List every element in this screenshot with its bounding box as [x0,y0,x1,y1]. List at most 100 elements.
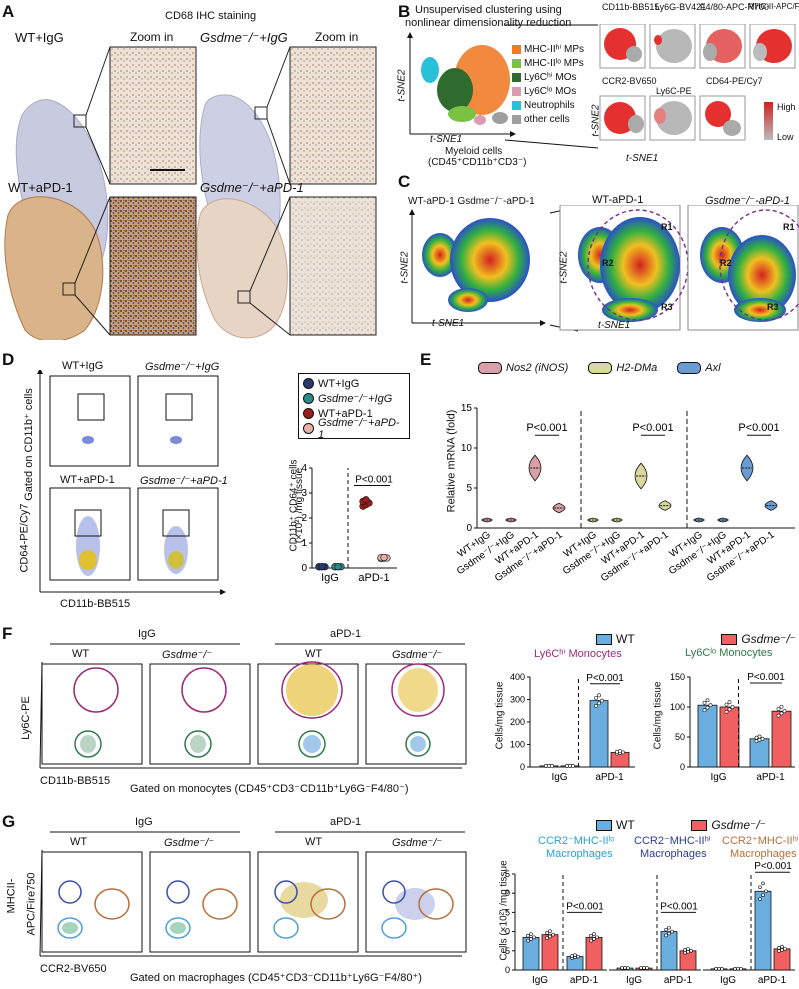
g-gsdme-1: Gsdme⁻/⁻ [164,837,215,849]
c-yaxis-2: t-SNE2 [558,251,570,284]
d-scatter-chart: 0 1 2 3 4 P<0.001 IgG aPD-1 [301,463,397,584]
b-subtitle-2: (CD45⁺CD11b⁺CD3⁻) [428,157,527,168]
g-group-lines [50,831,465,833]
y-tick-label: 2.0 [505,888,510,898]
d-gate-ylabel: Gated on CD11b⁺ cells [22,388,35,501]
data-point [783,947,787,951]
bar [541,934,559,971]
d-xaxis: CD11b-BB515 [60,598,131,610]
f-gate: Gated on monocytes (CD45⁺CD3⁻CD11b⁺Ly6G⁻… [130,783,409,795]
data-point [733,966,737,971]
data-point [764,889,768,894]
data-point [667,931,671,936]
data-point [592,932,596,936]
data-point [594,704,598,708]
p-value: P<0.001 [632,422,673,434]
bar [679,950,697,971]
b-title-1: Unsupervised clustering using [415,4,562,16]
y-tick-label: 3 [301,488,307,499]
data-point [380,553,388,562]
legend-swatch [512,100,521,110]
data-point [597,701,601,706]
g-legend-gsdme: Gsdme⁻/⁻ [691,818,766,832]
zoom-wt-igg [109,46,197,185]
label-gsdme-apd1: Gsdme⁻/⁻+aPD-1 [200,180,304,195]
x-tick-label: aPD-1 [756,772,785,783]
data-point [670,929,674,934]
y-tick-label: 200 [510,717,525,727]
legend-label: Gsdme⁻/⁻+aPD-1 [317,417,400,441]
data-point [529,932,533,936]
y-tick-label: 100 [510,740,525,750]
legend-swatch [512,114,521,124]
data-point [779,711,784,716]
f-yaxis: Ly6C-PE [19,696,32,740]
data-point [761,881,765,886]
legend-label: Neutrophils [524,99,575,111]
x-tick-label: IgG [551,772,567,783]
y-tick-label: 1.0 [505,927,510,937]
p-value: P<0.001 [738,422,779,434]
g-macro3: Macrophages [730,848,797,860]
data-point [592,937,596,941]
data-point [576,954,580,959]
data-point [595,935,599,940]
legend-swatch [677,362,702,374]
f-gsdme-1: Gsdme⁻/⁻ [162,649,213,661]
data-point [334,563,342,571]
legend-swatch [691,819,708,831]
data-point [705,705,710,710]
data-point [639,966,643,970]
legend-marker [303,423,314,434]
legend-label: Gsdme⁻/⁻+IgG [318,393,393,405]
g-legend: WT Gsdme⁻/⁻ [596,818,766,832]
data-point [714,966,718,971]
p-value: P<0.001 [586,673,624,684]
y-tick-label: 1 [301,538,307,549]
data-point [589,938,593,943]
y-tick-label: 0 [680,762,685,772]
b-marker-6: Ly6C-PE [656,86,692,96]
b-legend: MHC-IIʰⁱ MPs MHC-IIˡᵒ MPs Ly6Cʰⁱ MOs Ly6… [512,42,594,126]
y-tick-label: 50 [675,732,685,742]
data-point [686,949,690,954]
d-plot-title-3: WT+aPD-1 [60,474,115,486]
b-scale-high: High [777,102,796,112]
y-tick-label: 10 [461,443,473,454]
g-sub3: CCR2⁺MHC-IIʰⁱ [722,835,799,847]
data-point [545,931,549,935]
x-tick-label: aPD-1 [758,975,787,986]
panel-label-d: D [2,350,15,369]
g-bar-chart: 0.0 0.5 1.0 1.5 2.0 2.5 IgG aPD-1 P<0.001 IgG aPD-… [505,861,795,986]
y-tick-label: 0 [520,762,525,772]
b-legend-item: other cells [512,112,594,126]
data-point [730,705,735,709]
label-zoom-2: Zoom in [315,30,359,44]
data-point [642,966,646,970]
c-yaxis: t-SNE2 [399,251,411,284]
legend-swatch [588,362,613,374]
data-point [758,885,762,890]
d-flow-plots [37,370,226,595]
e-legend-item: Axl [677,362,721,374]
data-point [689,949,693,953]
legend-marker [303,393,314,404]
data-point [664,927,668,932]
data-point [570,954,574,958]
data-point [758,897,762,901]
label-gsdme-igg: Gsdme⁻/⁻+IgG [200,30,288,45]
c-region-r3: R3 [661,302,673,312]
legend-label: H2-DMa [616,362,658,374]
data-point [683,950,687,955]
d-legend-item: WT+aPD-1 [303,406,405,421]
data-point [526,938,530,943]
data-point [589,933,593,938]
data-point [532,935,536,940]
b-marker-7: CD64-PE/Cy7 [706,76,763,86]
data-point [780,948,784,952]
b-legend-item: Neutrophils [512,98,594,112]
d-plot-title-2: Gsdme⁻/⁻+IgG [145,361,220,373]
legend-label: Ly6Cʰⁱ MOs [524,71,577,83]
data-point [724,702,729,707]
f-group-lines [50,643,465,645]
